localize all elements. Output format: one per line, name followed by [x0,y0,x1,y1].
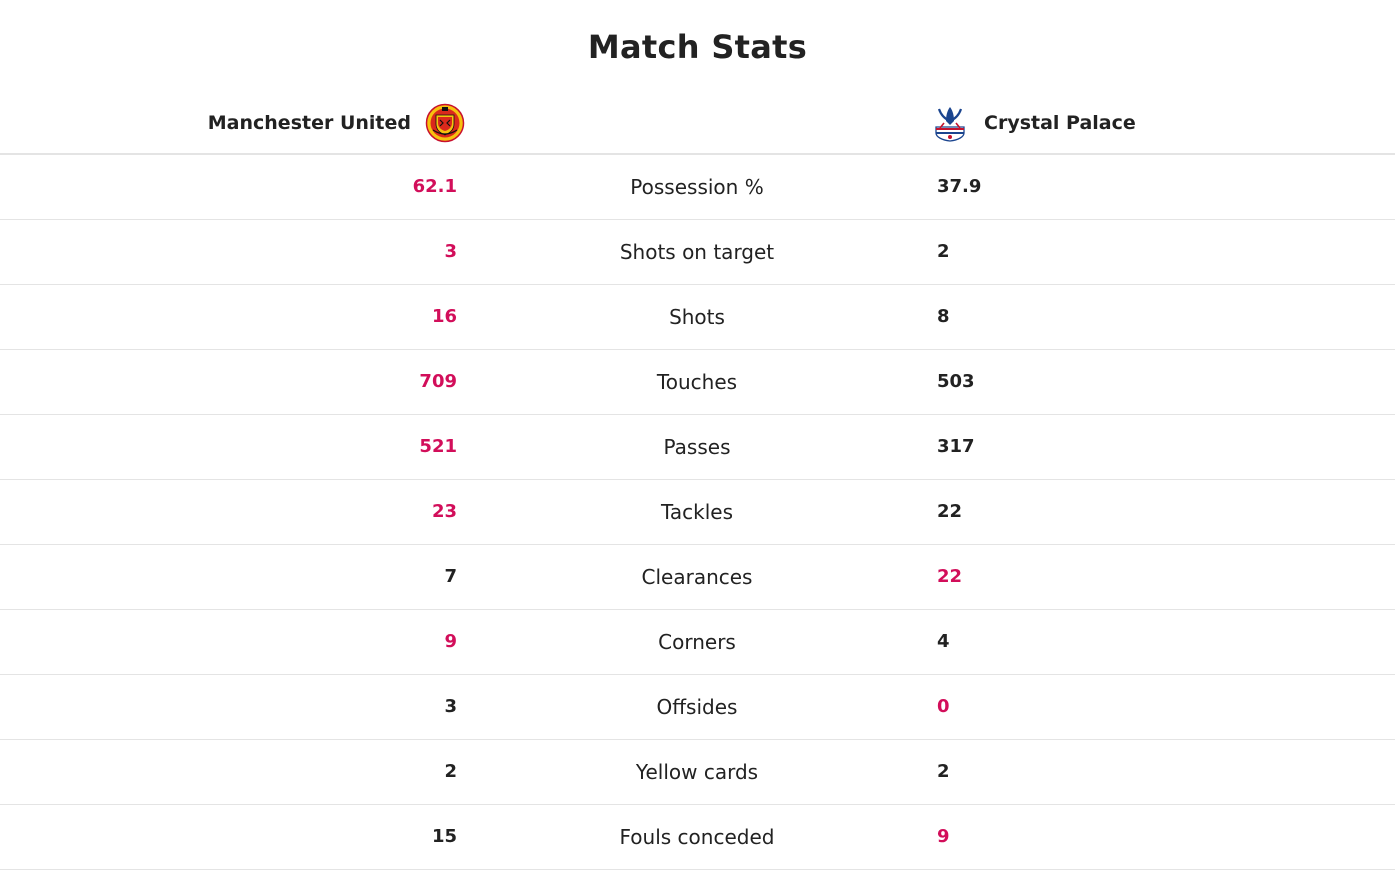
home-value: 7 [444,566,457,587]
stat-row-possession: 62.1 Possession % 37.9 [0,155,1395,220]
stat-label: Yellow cards [635,760,759,784]
stat-label: Shots [669,305,725,329]
stat-row-yellow-cards: 2 Yellow cards 2 [0,740,1395,805]
stat-label: Fouls conceded [619,825,775,849]
stat-label: Touches [656,370,738,394]
home-value: 521 [419,436,457,457]
home-team-name: Manchester United [207,112,411,134]
home-value: 23 [431,501,457,522]
home-value: 2 [444,761,457,782]
stat-label: Corners [658,630,736,654]
stats-table: 62.1 Possession % 37.9 3 Shots on target 2 16 S… [0,155,1395,870]
away-value: 2 [937,761,950,782]
home-value: 3 [444,696,457,717]
home-value: 15 [431,826,457,847]
stat-row-touches: 709 Touches 503 [0,350,1395,415]
away-value: 9 [937,826,950,847]
home-value: 709 [419,371,457,392]
stat-row-offsides: 3 Offsides 0 [0,675,1395,740]
home-value: 9 [444,631,457,652]
stat-label: Shots on target [619,240,775,264]
stat-row-tackles: 23 Tackles 22 [0,480,1395,545]
stat-row-corners: 9 Corners 4 [0,610,1395,675]
stat-label: Clearances [641,565,753,589]
home-value: 62.1 [412,176,457,197]
away-value: 8 [937,306,950,327]
away-value: 0 [937,696,950,717]
stat-label: Possession % [630,175,764,199]
stat-label: Tackles [660,500,734,524]
home-value: 3 [444,241,457,262]
away-value: 22 [937,501,963,522]
away-team-name: Crystal Palace [984,112,1136,134]
away-team[interactable]: Crystal Palace [930,101,1136,145]
away-value: 4 [937,631,950,652]
home-value: 16 [431,306,457,327]
page-title: Match Stats [587,28,808,66]
away-value: 37.9 [937,176,982,197]
stat-row-shots-on-target: 3 Shots on target 2 [0,220,1395,285]
away-value: 317 [937,436,975,457]
teams-header: Manchester United Crystal Palace [0,95,1395,155]
stat-label: Offsides [656,695,738,719]
stat-row-clearances: 7 Clearances 22 [0,545,1395,610]
stat-label: Passes [663,435,731,459]
manchester-united-crest-icon [425,103,465,143]
stat-row-passes: 521 Passes 317 [0,415,1395,480]
stat-row-fouls-conceded: 15 Fouls conceded 9 [0,805,1395,870]
stat-row-shots: 16 Shots 8 [0,285,1395,350]
away-value: 2 [937,241,950,262]
away-value: 503 [937,371,975,392]
home-team[interactable]: Manchester United [208,101,465,145]
crystal-palace-crest-icon [935,107,965,142]
away-value: 22 [937,566,963,587]
